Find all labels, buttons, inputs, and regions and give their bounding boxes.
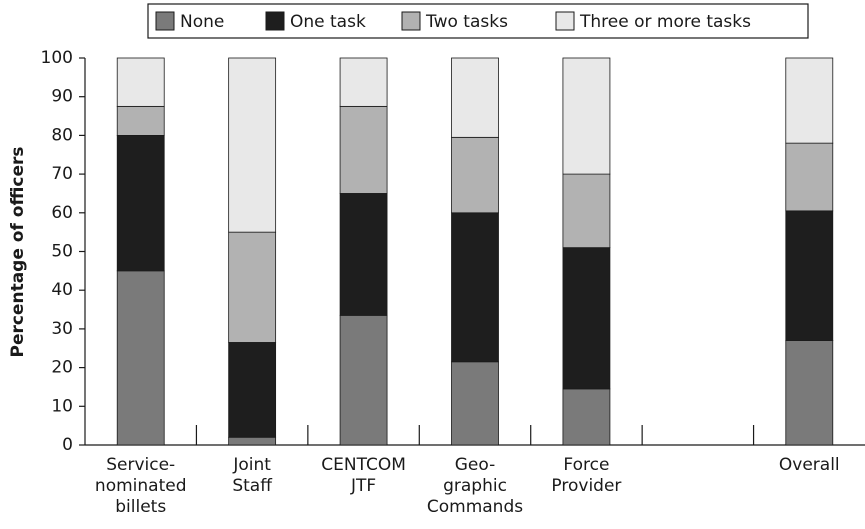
bar-segment: [785, 340, 834, 446]
legend-label: Three or more tasks: [579, 12, 751, 32]
x-tick-label: Joint Staff: [232, 455, 273, 496]
y-tick-label: 80: [51, 125, 73, 145]
legend-swatch: [555, 11, 575, 31]
legend-label: None: [180, 12, 224, 32]
legend-swatch: [401, 11, 421, 31]
bar-segment: [228, 231, 277, 343]
y-tick-label: 50: [51, 242, 73, 262]
legend-label: One task: [290, 12, 366, 32]
x-tick-label: Service-nominated billets: [95, 455, 187, 517]
y-tick-label: 0: [62, 435, 73, 455]
bar-segment: [228, 436, 277, 446]
x-tick-label: Overall: [779, 455, 840, 475]
legend-label: Two tasks: [425, 12, 508, 32]
y-tick-label: 30: [51, 319, 73, 339]
bar-segment: [451, 361, 499, 446]
bar-segment: [116, 134, 165, 272]
bar-segment: [339, 193, 388, 316]
x-tick-line: CENTCOM: [321, 455, 406, 475]
x-tick-line: Geo-: [455, 455, 495, 475]
bar-segment: [562, 57, 611, 175]
x-tick-line: billets: [115, 497, 166, 517]
y-tick-label: 70: [51, 164, 73, 184]
bar-segment: [562, 388, 611, 446]
bar-segment: [116, 57, 165, 107]
y-tick-label: 90: [51, 87, 73, 107]
bar-segment: [785, 57, 834, 144]
x-tick-line: Force: [563, 455, 609, 475]
x-tick-line: nominated: [95, 476, 187, 496]
y-tick-label: 100: [41, 48, 73, 68]
legend-box: [147, 3, 809, 39]
y-tick-label: 60: [51, 203, 73, 223]
bar-segment: [228, 57, 277, 233]
bar-segment: [451, 212, 499, 363]
x-tick-line: graphic: [443, 476, 507, 496]
bar-segment: [785, 142, 834, 212]
legend-swatch: [155, 11, 175, 31]
legend-swatch: [265, 11, 285, 31]
x-tick-line: Commands: [427, 497, 523, 517]
x-tick-line: Service-: [106, 455, 175, 475]
x-tick-label: CENTCOM JTF: [321, 455, 406, 496]
bar-segment: [562, 247, 611, 390]
bar-segment: [785, 210, 834, 341]
bar-segment: [228, 342, 277, 438]
bar-segment: [451, 57, 499, 138]
y-tick-label: 10: [51, 396, 73, 416]
bar-segment: [562, 173, 611, 249]
bar-segment: [116, 270, 165, 446]
x-tick-line: Staff: [232, 476, 273, 496]
bar-segment: [339, 57, 388, 107]
x-tick-line: Overall: [779, 455, 840, 475]
x-tick-line: Provider: [551, 476, 621, 496]
y-tick-label: 20: [51, 358, 73, 378]
bar-segment: [451, 136, 499, 214]
x-tick-label: Geo-graphic Commands: [427, 455, 523, 517]
x-tick-label: Force Provider: [551, 455, 621, 496]
bar-segment: [339, 105, 388, 194]
bar-segment: [339, 314, 388, 446]
x-tick-line: Joint: [232, 455, 271, 475]
y-axis-label: Percentage of officers: [8, 146, 28, 357]
y-tick-label: 40: [51, 280, 73, 300]
x-tick-line: JTF: [350, 476, 376, 496]
bar-segment: [116, 105, 165, 136]
